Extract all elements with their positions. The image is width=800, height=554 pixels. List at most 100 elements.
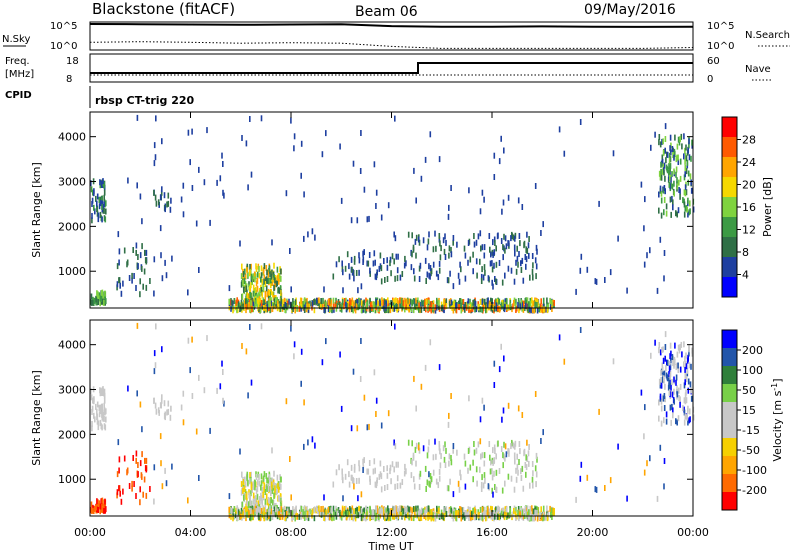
velocity-data-cell [222,369,224,375]
velocity-data-cell [232,515,234,522]
velocity-data-cell [504,480,506,487]
velocity-data-cell [445,447,447,454]
power-data-cell [336,302,339,309]
power-data-cell [685,155,688,162]
velocity-data-cell [307,514,310,521]
velocity-data-cell [460,515,463,522]
velocity-data-cell [484,510,487,517]
power-data-cell [412,298,415,304]
velocity-data-cell [549,511,552,518]
power-data-cell [389,256,392,263]
velocity-data-cell [342,477,344,484]
power-data-cell [457,304,460,310]
power-data-cell [252,290,255,297]
power-data-cell [579,267,582,274]
velocity-data-cell [244,476,246,483]
power-data-cell [402,303,404,310]
velocity-data-cell [415,460,417,467]
power-data-cell [665,203,668,210]
velocity-data-cell [249,472,251,478]
power-data-cell [429,265,432,271]
velocity-data-cell [495,469,498,476]
power-data-cell [495,261,498,268]
power-data-cell [253,271,256,278]
power-data-cell [689,208,691,215]
velocity-data-cell [411,440,413,447]
velocity-data-cell [503,514,506,521]
power-data-cell [489,301,491,308]
velocity-data-cell [288,506,290,513]
power-data-cell [104,290,106,297]
power-data-cell [91,201,93,207]
velocity-data-cell [119,490,121,497]
velocity-data-cell [515,506,517,513]
velocity-data-cell [228,493,231,500]
power-data-cell [267,288,270,295]
velocity-data-cell [497,440,499,447]
velocity-data-cell [397,461,399,468]
velocity-data-cell [449,478,451,485]
velocity-data-cell [294,515,296,522]
power-data-cell [396,267,399,274]
power-data-cell [505,301,508,308]
power-data-cell [249,286,251,293]
power-data-cell [349,302,351,309]
velocity-data-cell [249,500,251,506]
velocity-data-cell [521,510,524,517]
power-data-cell [595,278,598,285]
power-data-cell [100,296,103,302]
velocity-data-cell [96,414,98,420]
power-data-cell [481,298,484,305]
power-data-cell [491,303,494,310]
velocity-data-cell [525,454,527,461]
power-data-cell [120,290,123,297]
power-data-cell [474,306,476,313]
power-data-cell [457,272,460,279]
power-data-cell [122,280,124,287]
velocity-data-cell [517,510,519,516]
power-data-cell [664,188,666,195]
velocity-data-cell [264,503,267,510]
power-data-cell [502,254,504,261]
power-data-cell [265,306,267,313]
power-data-cell [684,171,686,178]
power-data-cell [300,172,302,179]
power-data-cell [422,300,425,307]
velocity-data-cell [427,446,430,453]
power-data-cell [356,217,359,224]
velocity-data-cell [239,513,242,520]
power-data-cell [209,219,211,226]
velocity-data-cell [420,507,423,514]
velocity-data-cell [504,455,506,462]
velocity-data-cell [366,424,369,431]
velocity-data-cell [612,358,615,365]
power-data-cell [435,270,438,277]
power-data-cell [104,294,106,301]
velocity-data-cell [460,474,462,481]
velocity-data-cell [468,395,470,402]
power-data-cell [290,117,292,124]
velocity-data-cell [546,505,548,512]
power-data-cell [434,304,437,311]
velocity-data-cell [303,443,305,450]
power-data-cell [90,293,93,300]
velocity-data-cell [99,503,102,510]
velocity-data-cell [684,355,686,362]
velocity-data-cell [273,503,275,510]
velocity-data-cell [658,347,660,354]
velocity-data-cell [437,482,440,489]
velocity-data-cell [411,459,413,466]
power-data-cell [164,259,166,266]
power-data-cell [246,300,249,307]
velocity-data-cell [679,366,682,373]
power-data-cell [475,306,478,313]
velocity-data-cell [280,476,282,483]
velocity-data-cell [219,383,222,390]
power-data-cell [646,252,648,259]
power-data-cell [492,251,494,258]
velocity-data-cell [517,469,519,476]
velocity-data-cell [523,508,525,515]
velocity-data-cell [402,511,404,518]
power-data-cell [479,258,481,265]
power-data-cell [256,294,258,301]
